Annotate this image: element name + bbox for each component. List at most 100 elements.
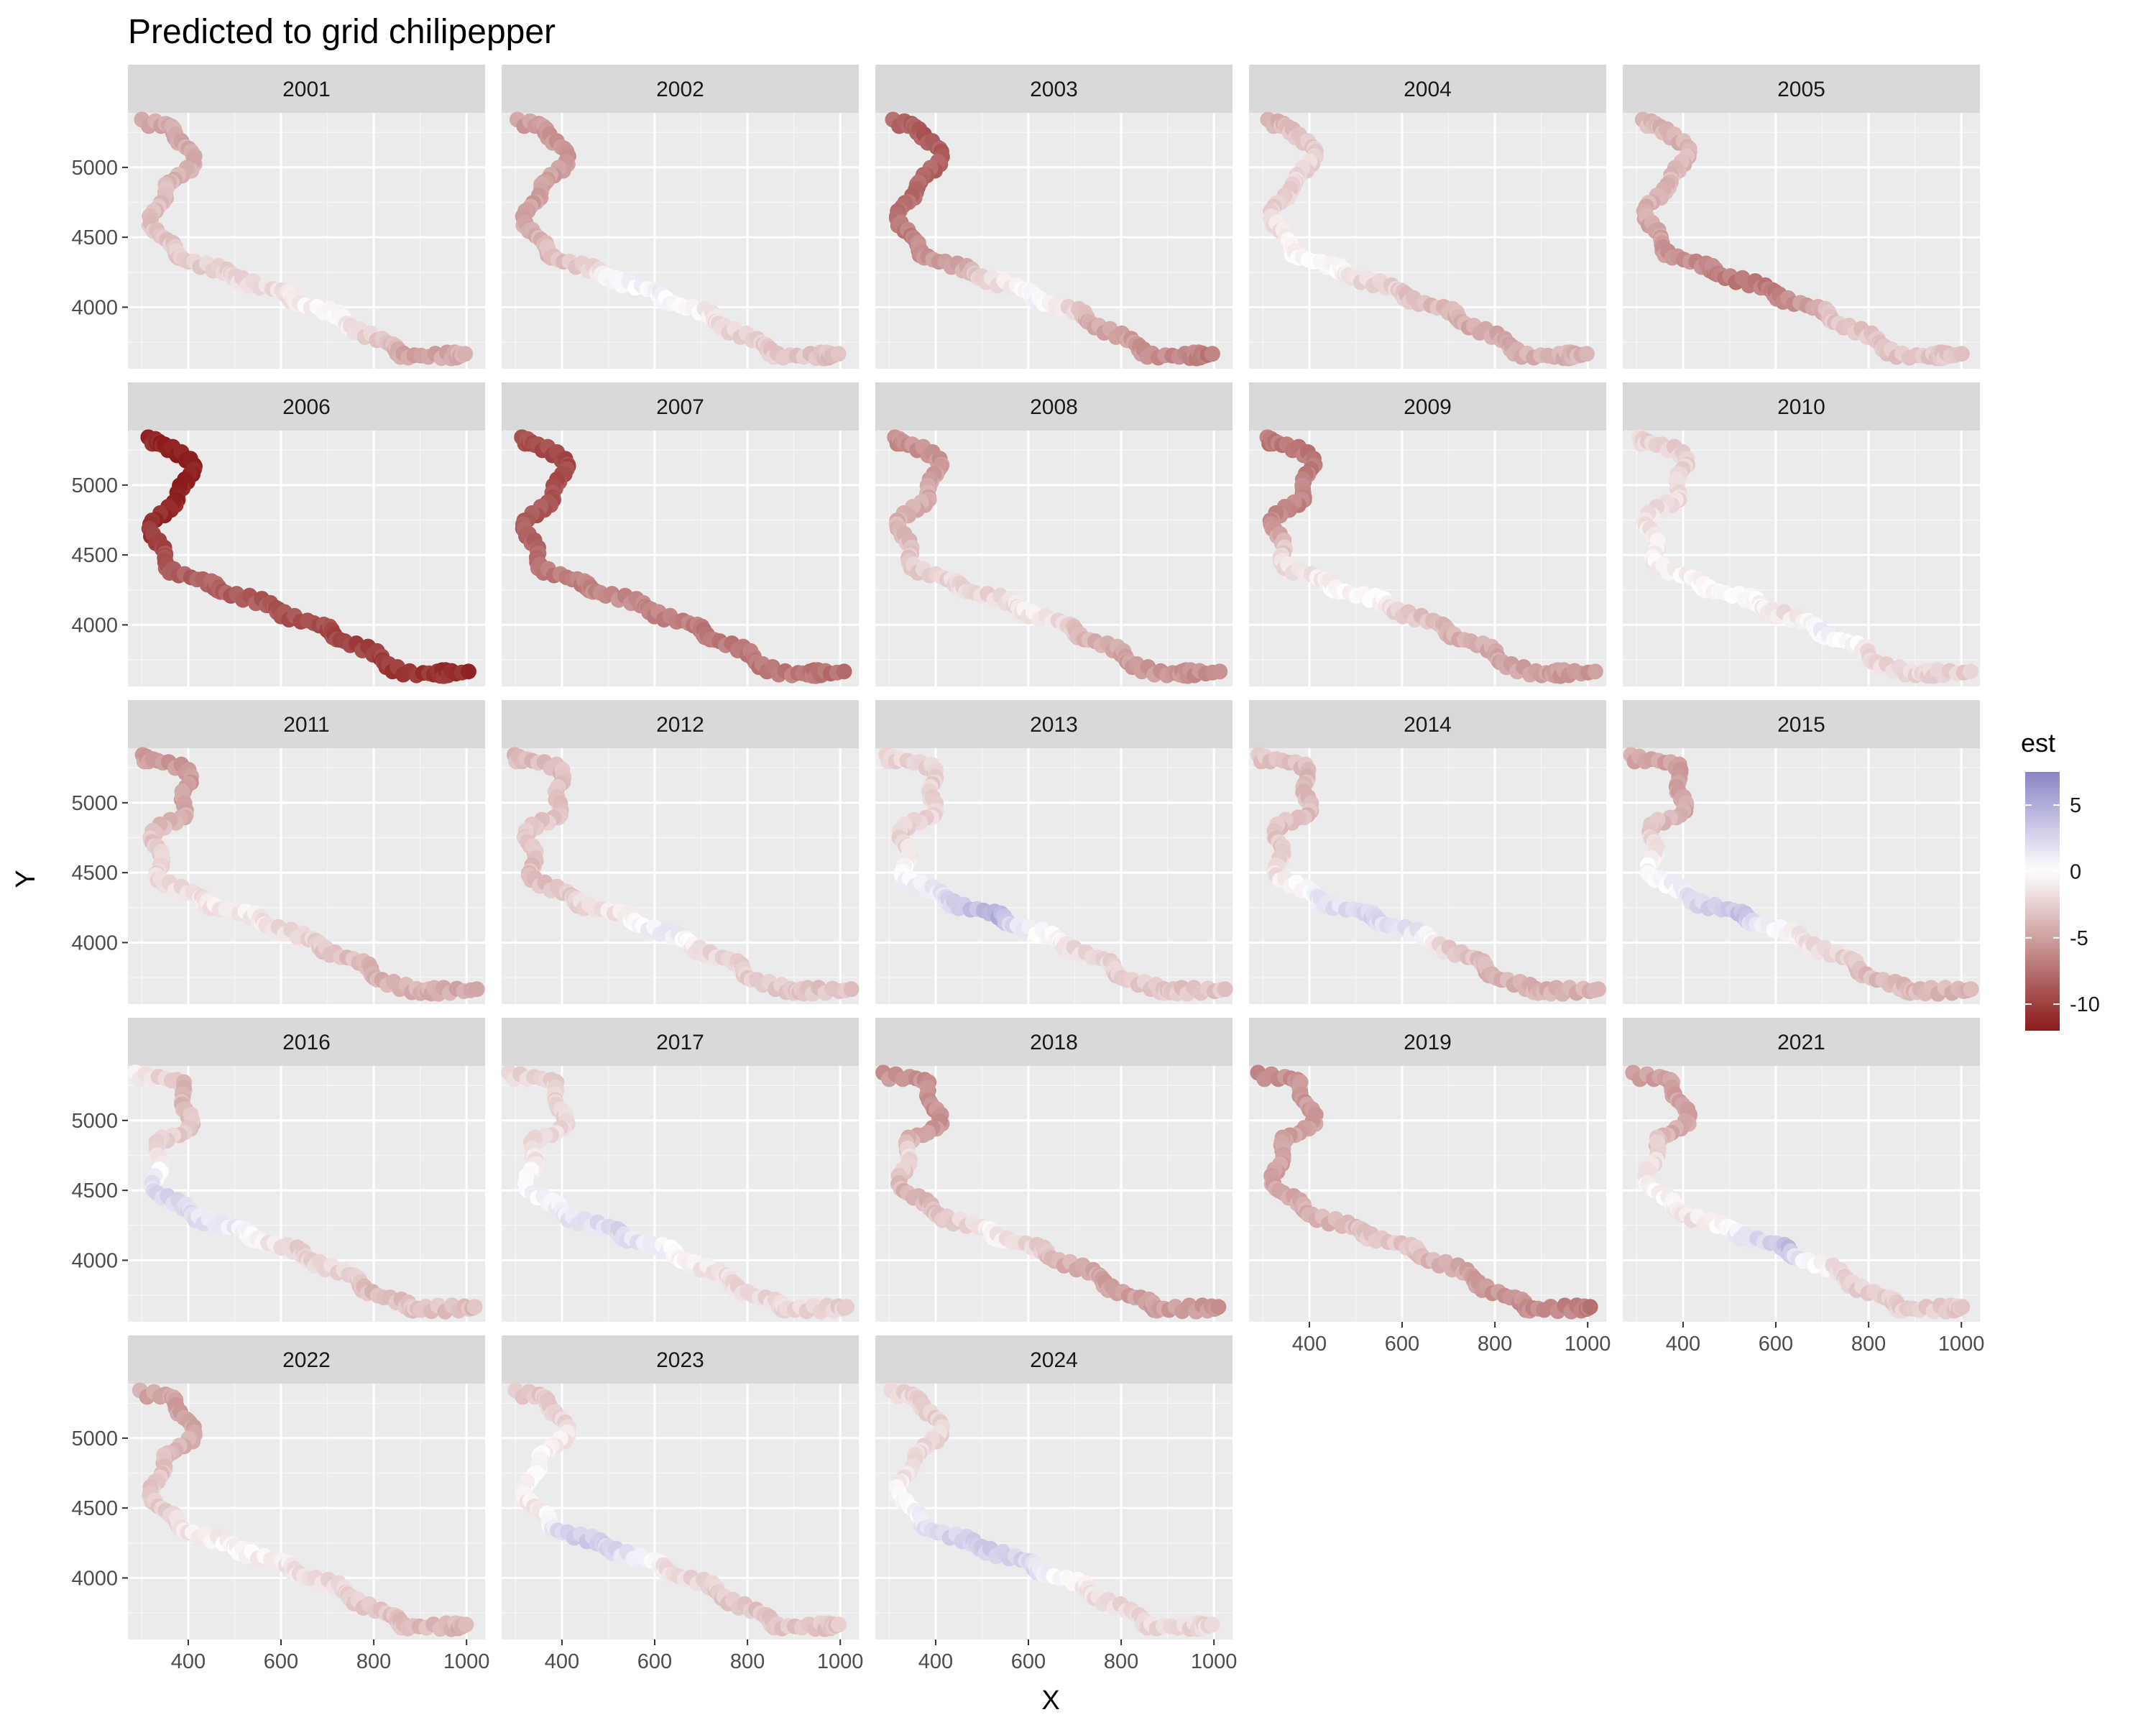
facet-strip-label: 2003 [1030, 78, 1078, 101]
y-tick-label: 5000 [71, 1427, 118, 1450]
facet-strip-label: 2011 [283, 713, 330, 737]
legend-title: est [2021, 728, 2055, 758]
facet-strip [1249, 382, 1606, 431]
x-tick-label: 1000 [1938, 1333, 1985, 1356]
data-point [469, 981, 485, 998]
facet-strip-label: 2019 [1404, 1031, 1452, 1054]
data-point [839, 1299, 855, 1315]
legend: est 5 0 -5 -10 [2021, 728, 2100, 1031]
facet-panel-2017: 2017 [501, 1018, 859, 1322]
facet-strip-label: 2024 [1030, 1348, 1078, 1372]
facet-strip-label: 2018 [1030, 1031, 1078, 1054]
facet-panel-2008: 2008 [875, 382, 1233, 686]
x-tick-label: 800 [356, 1650, 391, 1673]
data-point [843, 981, 860, 998]
facet-strip [502, 700, 859, 748]
x-tick-label: 1000 [1191, 1650, 1238, 1673]
legend-tick-label: -5 [2070, 927, 2088, 950]
x-tick-label: 400 [1666, 1333, 1700, 1356]
panel-background [502, 431, 859, 686]
facet-strip-label: 2002 [656, 78, 704, 101]
x-tick-label: 800 [1851, 1333, 1886, 1356]
y-tick-label: 4000 [71, 614, 118, 637]
x-tick-label: 400 [545, 1650, 579, 1673]
facet-strip-label: 2004 [1404, 78, 1452, 101]
facet-strip [875, 1335, 1233, 1384]
facet-panels: 2001 2002 2003 2004 2005 2006 2007 2008 2009 2010… [127, 65, 1980, 1639]
facet-panel-2013: 2013 [875, 700, 1233, 1004]
facet-strip [502, 1335, 859, 1384]
facet-strip [128, 700, 485, 748]
data-point [1578, 346, 1595, 362]
facet-panel-2021: 2021 [1623, 1018, 1980, 1322]
chart-title: Predicted to grid chilipepper [128, 13, 556, 51]
facet-strip [1623, 700, 1980, 748]
data-point [1582, 1299, 1598, 1315]
facet-panel-2014: 2014 [1249, 700, 1606, 1004]
facet-strip-label: 2013 [1030, 713, 1078, 737]
y-tick-label: 5000 [71, 792, 118, 815]
facet-panel-2002: 2002 [502, 65, 859, 369]
y-tick-label: 4500 [71, 226, 118, 249]
x-tick-label: 400 [171, 1650, 206, 1673]
y-tick-label: 4000 [71, 1249, 118, 1272]
data-point [458, 1616, 474, 1633]
y-tick-label: 4000 [71, 932, 118, 954]
facet-strip [875, 1018, 1233, 1066]
x-tick-label: 800 [1478, 1333, 1512, 1356]
legend-tick-label: -10 [2070, 993, 2100, 1016]
facet-strip [502, 1018, 859, 1066]
facet-panel-2004: 2004 [1249, 65, 1606, 369]
y-tick-label: 5000 [71, 157, 118, 180]
panel-background [1623, 113, 1980, 369]
data-point [1954, 1299, 1971, 1315]
x-tick-label: 800 [730, 1650, 765, 1673]
facet-strip [1623, 65, 1980, 113]
data-point [1590, 981, 1606, 998]
facet-strip-label: 2001 [282, 78, 331, 101]
x-tick-label: 1000 [817, 1650, 864, 1673]
facet-strip-label: 2021 [1777, 1031, 1825, 1054]
x-tick-label: 400 [1292, 1333, 1327, 1356]
facet-strip [128, 1018, 485, 1066]
facet-strip [875, 65, 1233, 113]
data-point [1962, 663, 1978, 680]
facet-panel-2006: 2006 [128, 382, 485, 686]
data-point [830, 346, 847, 362]
facet-strip [128, 382, 485, 431]
data-point [1204, 346, 1220, 362]
facet-strip-label: 2017 [656, 1031, 704, 1054]
x-tick-label: 600 [264, 1650, 298, 1673]
y-tick-label: 4500 [71, 1179, 118, 1202]
facet-strip [1249, 700, 1606, 748]
x-tick-label: 1000 [443, 1650, 490, 1673]
facet-strip [128, 65, 485, 113]
x-tick-label: 600 [1385, 1333, 1419, 1356]
facet-strip-label: 2016 [282, 1031, 331, 1054]
facet-strip-label: 2007 [656, 395, 704, 419]
panel-background [128, 431, 485, 686]
facet-strip-label: 2010 [1777, 395, 1825, 419]
facet-panel-2003: 2003 [875, 65, 1233, 369]
facet-strip [502, 382, 859, 431]
facet-strip-label: 2012 [656, 713, 704, 737]
facet-strip [1249, 65, 1606, 113]
x-axis-title: X [1041, 1685, 1059, 1716]
y-tick-label: 5000 [71, 474, 118, 497]
data-point [831, 1616, 847, 1633]
facet-panel-2010: 2010 [1623, 382, 1980, 686]
data-point [1587, 663, 1603, 680]
legend-colorbar [2025, 772, 2060, 1031]
facet-panel-2024: 2024 [875, 1335, 1233, 1639]
facet-strip [1249, 1018, 1606, 1066]
facet-panel-2023: 2023 [502, 1335, 859, 1639]
facet-strip-label: 2008 [1030, 395, 1078, 419]
x-tick-label: 800 [1104, 1650, 1138, 1673]
x-tick-label: 600 [1759, 1333, 1793, 1356]
data-point [466, 1299, 483, 1315]
facet-panel-2005: 2005 [1623, 65, 1980, 369]
data-point [457, 346, 474, 362]
facet-panel-2012: 2012 [502, 700, 860, 1004]
axes: 4000 4500 5000 4000 4500 5000 4000 4500 5000 4000… [71, 157, 1984, 1673]
